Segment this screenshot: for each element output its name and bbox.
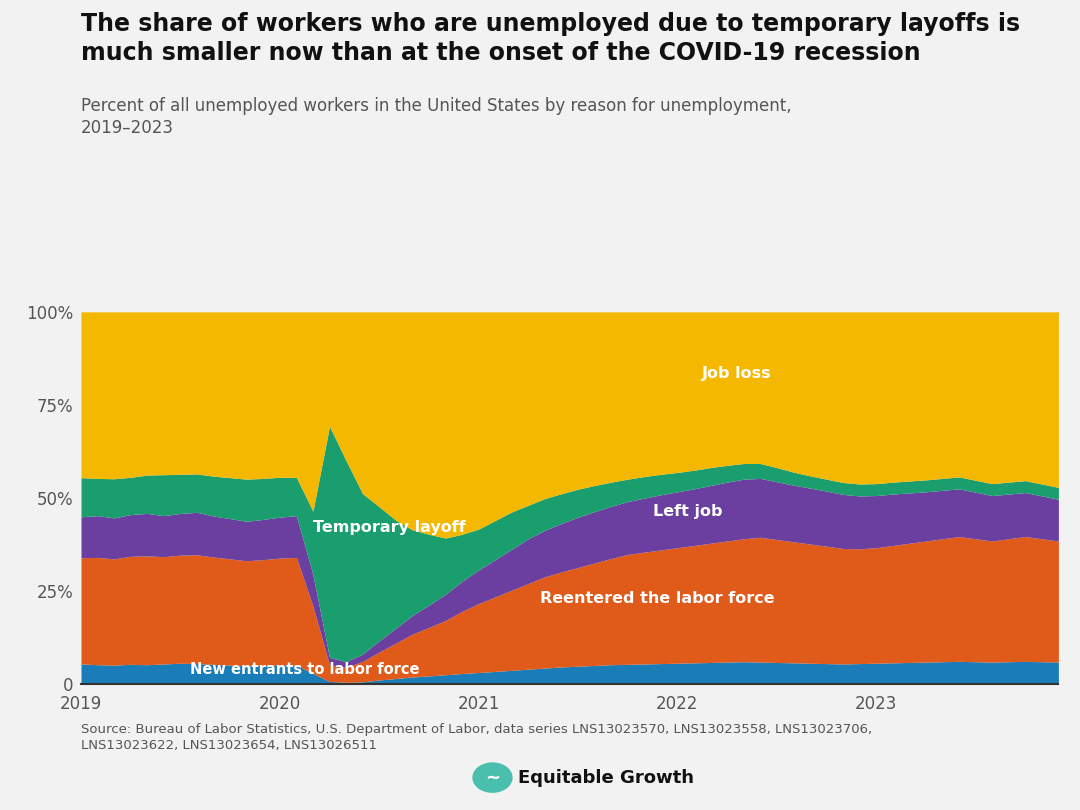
Text: ~: ~ [485,769,500,787]
Text: Percent of all unemployed workers in the United States by reason for unemploymen: Percent of all unemployed workers in the… [81,97,792,138]
Text: Reentered the labor force: Reentered the labor force [540,591,774,606]
Text: The share of workers who are unemployed due to temporary layoffs is
much smaller: The share of workers who are unemployed … [81,12,1021,65]
Text: New entrants to labor force: New entrants to labor force [190,662,420,677]
Text: Equitable Growth: Equitable Growth [518,769,694,787]
Text: Job loss: Job loss [702,366,772,381]
Text: Left job: Left job [652,504,723,518]
Text: Temporary layoff: Temporary layoff [313,521,465,535]
Text: Source: Bureau of Labor Statistics, U.S. Department of Labor, data series LNS130: Source: Bureau of Labor Statistics, U.S.… [81,723,873,752]
